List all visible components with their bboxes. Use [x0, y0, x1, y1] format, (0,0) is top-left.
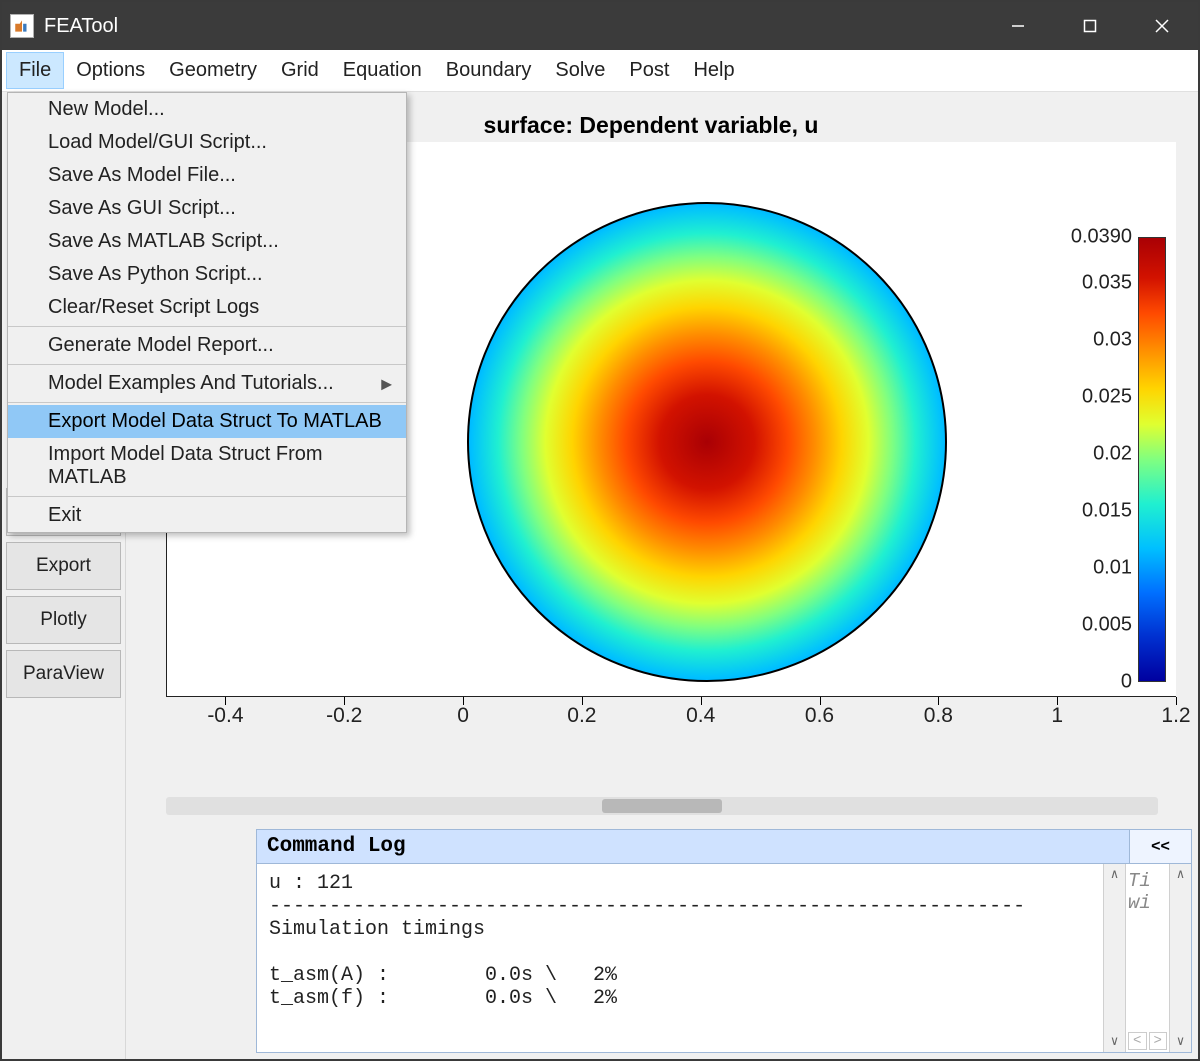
colorbar-tick-label: 0.0390	[1071, 226, 1132, 249]
sidebar-button-paraview[interactable]: ParaView	[6, 650, 121, 698]
command-log-title: Command Log	[257, 835, 406, 858]
file-menu-item[interactable]: Clear/Reset Script Logs	[8, 291, 406, 324]
menubar: FileOptionsGeometryGridEquationBoundaryS…	[2, 50, 1198, 92]
menu-boundary[interactable]: Boundary	[434, 53, 544, 88]
colorbar-tick-label: 0.035	[1082, 271, 1132, 294]
file-menu-item[interactable]: Exit	[8, 499, 406, 532]
scroll-up-icon[interactable]: ∧	[1111, 867, 1119, 882]
menu-post[interactable]: Post	[617, 53, 681, 88]
file-menu-item[interactable]: Load Model/GUI Script...	[8, 126, 406, 159]
menu-equation[interactable]: Equation	[331, 53, 434, 88]
x-tick-label: 0.2	[567, 704, 596, 728]
file-menu-item[interactable]: Save As Model File...	[8, 159, 406, 192]
minimize-button[interactable]	[982, 2, 1054, 50]
command-log-collapse-button[interactable]: <<	[1129, 830, 1191, 863]
sidebar-button-export[interactable]: Export	[6, 542, 121, 590]
colorbar-tick-label: 0.01	[1093, 556, 1132, 579]
file-menu-item[interactable]: Generate Model Report...	[8, 329, 406, 362]
side-hint-line: Ti	[1128, 870, 1167, 892]
menu-file[interactable]: File	[6, 52, 64, 89]
side-nav-next[interactable]: >	[1149, 1032, 1168, 1050]
menu-options[interactable]: Options	[64, 53, 157, 88]
colorbar-tick-label: 0.025	[1082, 385, 1132, 408]
menu-separator	[8, 326, 406, 327]
command-log-panel: Command Log << u : 121 -----------------…	[256, 829, 1192, 1053]
menu-help[interactable]: Help	[681, 53, 746, 88]
x-tick-label: -0.2	[326, 704, 362, 728]
file-menu-item[interactable]: Save As GUI Script...	[8, 192, 406, 225]
file-menu-dropdown: New Model...Load Model/GUI Script...Save…	[7, 92, 407, 533]
command-log-body: u : 121 --------------------------------…	[257, 864, 1191, 1052]
file-menu-item[interactable]: Import Model Data Struct From MATLAB	[8, 438, 406, 494]
file-menu-item[interactable]: New Model...	[8, 93, 406, 126]
menu-grid[interactable]: Grid	[269, 53, 331, 88]
window-controls	[982, 2, 1198, 50]
side-hint-line: wi	[1128, 892, 1167, 914]
scroll-down-icon[interactable]: ∨	[1177, 1034, 1185, 1049]
scroll-up-icon[interactable]: ∧	[1177, 867, 1185, 882]
colorbar-tick-label: 0.005	[1082, 613, 1132, 636]
file-menu-item[interactable]: Export Model Data Struct To MATLAB	[8, 405, 406, 438]
colorbar-tick-label: 0	[1121, 671, 1132, 694]
close-button[interactable]	[1126, 2, 1198, 50]
menu-geometry[interactable]: Geometry	[157, 53, 269, 88]
x-axis-ticks: -0.4-0.200.20.40.60.811.2	[166, 704, 1176, 734]
window-title: FEATool	[44, 15, 118, 38]
x-tick-label: 0.6	[805, 704, 834, 728]
command-log-text: u : 121 --------------------------------…	[257, 864, 1103, 1052]
menu-solve[interactable]: Solve	[543, 53, 617, 88]
colorbar	[1138, 237, 1166, 682]
command-log-header: Command Log <<	[257, 830, 1191, 864]
x-tick-label: -0.4	[207, 704, 243, 728]
submenu-arrow-icon: ▶	[381, 375, 392, 392]
horizontal-scrollbar[interactable]	[166, 797, 1158, 815]
colorbar-tick-label: 0.03	[1093, 328, 1132, 351]
file-menu-item[interactable]: Model Examples And Tutorials...▶	[8, 367, 406, 400]
x-tick-label: 1.2	[1161, 704, 1190, 728]
app-icon	[10, 14, 34, 38]
fem-solution-surface	[467, 202, 947, 682]
menu-separator	[8, 402, 406, 403]
scroll-down-icon[interactable]: ∨	[1111, 1034, 1119, 1049]
file-menu-item[interactable]: Save As MATLAB Script...	[8, 225, 406, 258]
colorbar-tick-label: 0.02	[1093, 442, 1132, 465]
titlebar: FEATool	[2, 2, 1198, 50]
menu-separator	[8, 364, 406, 365]
scrollbar-thumb[interactable]	[602, 799, 721, 813]
x-tick-label: 0	[457, 704, 469, 728]
file-menu-item[interactable]: Save As Python Script...	[8, 258, 406, 291]
log-main-scrollbar[interactable]: ∧ ∨	[1103, 864, 1125, 1052]
x-tick-label: 1	[1051, 704, 1063, 728]
sidebar-button-plotly[interactable]: Plotly	[6, 596, 121, 644]
maximize-button[interactable]	[1054, 2, 1126, 50]
menu-separator	[8, 496, 406, 497]
x-tick-label: 0.8	[924, 704, 953, 728]
x-tick-label: 0.4	[686, 704, 715, 728]
colorbar-tick-label: 0.015	[1082, 499, 1132, 522]
command-log-side-hint: Tiwi < >	[1125, 864, 1169, 1052]
side-nav-prev[interactable]: <	[1128, 1032, 1147, 1050]
log-side-scrollbar[interactable]: ∧ ∨	[1169, 864, 1191, 1052]
